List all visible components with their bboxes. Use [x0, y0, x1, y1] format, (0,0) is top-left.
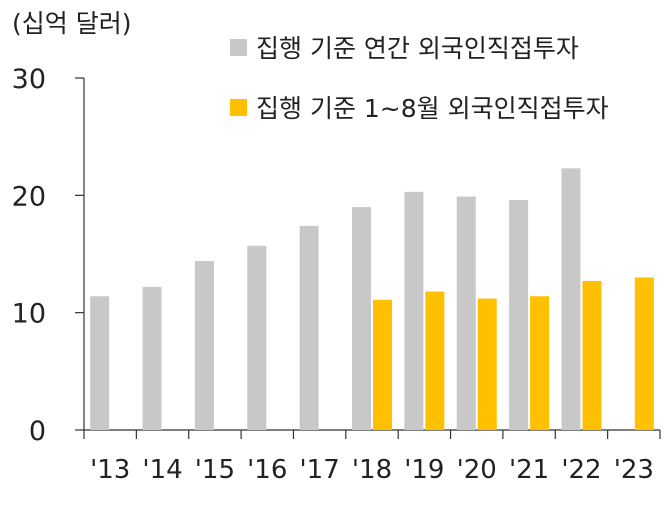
x-tick-label: '22 — [561, 455, 601, 485]
bar-jan-aug — [425, 291, 445, 430]
bar-annual — [194, 261, 214, 430]
legend-label-jan-aug: 집행 기준 1~8월 외국인직접투자 — [256, 94, 609, 123]
x-tick-label: '23 — [614, 455, 654, 485]
x-tick-label: '18 — [352, 455, 392, 485]
x-tick-label: '16 — [247, 455, 287, 485]
legend-swatch-annual — [230, 39, 247, 56]
bar-annual — [352, 207, 371, 430]
bar-annual — [299, 225, 319, 430]
bar-jan-aug — [530, 296, 550, 430]
x-tick-label: '13 — [90, 455, 130, 485]
bar-jan-aug — [634, 277, 654, 430]
bar-annual — [404, 191, 424, 430]
bar-annual — [509, 200, 529, 430]
bar-annual — [561, 168, 581, 430]
x-axis-ticks: '13 '14 '15 '16 '17 '18 '19 '20 '21 '22 '23 — [83, 430, 661, 485]
y-axis-ticks: 0 10 20 30 — [12, 64, 84, 447]
bars-group — [90, 168, 654, 430]
x-tick-label: '15 — [195, 455, 235, 485]
legend-swatch-jan-aug — [230, 99, 247, 116]
legend: 집행 기준 연간 외국인직접투자 집행 기준 1~8월 외국인직접투자 — [230, 34, 609, 123]
x-tick-label: '21 — [509, 455, 549, 485]
x-tick-label: '20 — [457, 455, 497, 485]
y-unit-label: (십억 달러) — [12, 9, 131, 38]
x-tick-label: '17 — [300, 455, 340, 485]
bar-jan-aug — [582, 280, 602, 430]
bar-jan-aug — [477, 298, 497, 430]
bar-jan-aug — [373, 299, 392, 430]
y-tick-label: 20 — [12, 181, 46, 212]
y-tick-label: 30 — [12, 64, 46, 95]
y-tick-label: 10 — [12, 299, 46, 330]
legend-label-annual: 집행 기준 연간 외국인직접투자 — [256, 34, 579, 63]
x-tick-label: '19 — [404, 455, 444, 485]
bar-annual — [90, 296, 110, 430]
bar-annual — [247, 245, 267, 430]
bar-annual — [456, 196, 476, 430]
bar-annual — [142, 286, 162, 430]
y-tick-label: 0 — [29, 416, 46, 447]
x-tick-label: '14 — [142, 455, 182, 485]
